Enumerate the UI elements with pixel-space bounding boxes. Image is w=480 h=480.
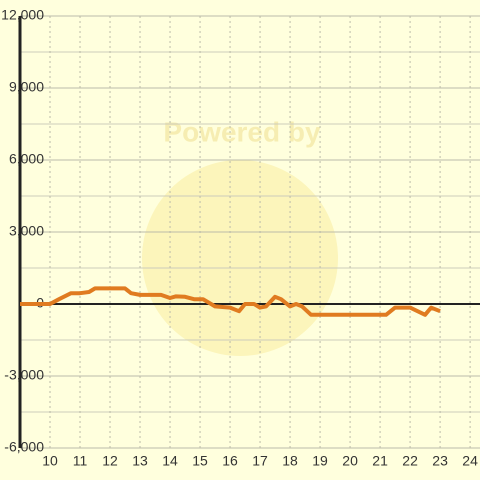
y-tick-label: 3,000 <box>9 223 44 239</box>
x-tick-label: 11 <box>73 453 88 469</box>
x-tick-label: 21 <box>372 453 388 469</box>
x-tick-label: 17 <box>252 453 268 469</box>
x-tick-label: 14 <box>162 453 178 469</box>
x-tick-label: 16 <box>222 453 238 469</box>
y-tick-label: -6,000 <box>4 439 44 455</box>
x-tick-label: 22 <box>402 453 418 469</box>
x-tick-label: 15 <box>192 453 208 469</box>
y-tick-label: 6,000 <box>9 151 44 167</box>
y-tick-label: 9,000 <box>9 79 44 95</box>
x-tick-label: 12 <box>102 453 118 469</box>
x-tick-label: 20 <box>342 453 358 469</box>
x-tick-label: 18 <box>282 453 298 469</box>
x-tick-label: 24 <box>462 453 478 469</box>
x-tick-label: 23 <box>432 453 448 469</box>
x-tick-label: 10 <box>42 453 58 469</box>
watermark-logo <box>142 160 338 356</box>
y-tick-label: -3,000 <box>4 367 44 383</box>
x-tick-label: 19 <box>312 453 328 469</box>
watermark: Powered by <box>163 116 321 147</box>
line <box>20 286 441 317</box>
x-tick-label: 13 <box>132 453 148 469</box>
y-tick-label: 12,000 <box>1 7 44 23</box>
